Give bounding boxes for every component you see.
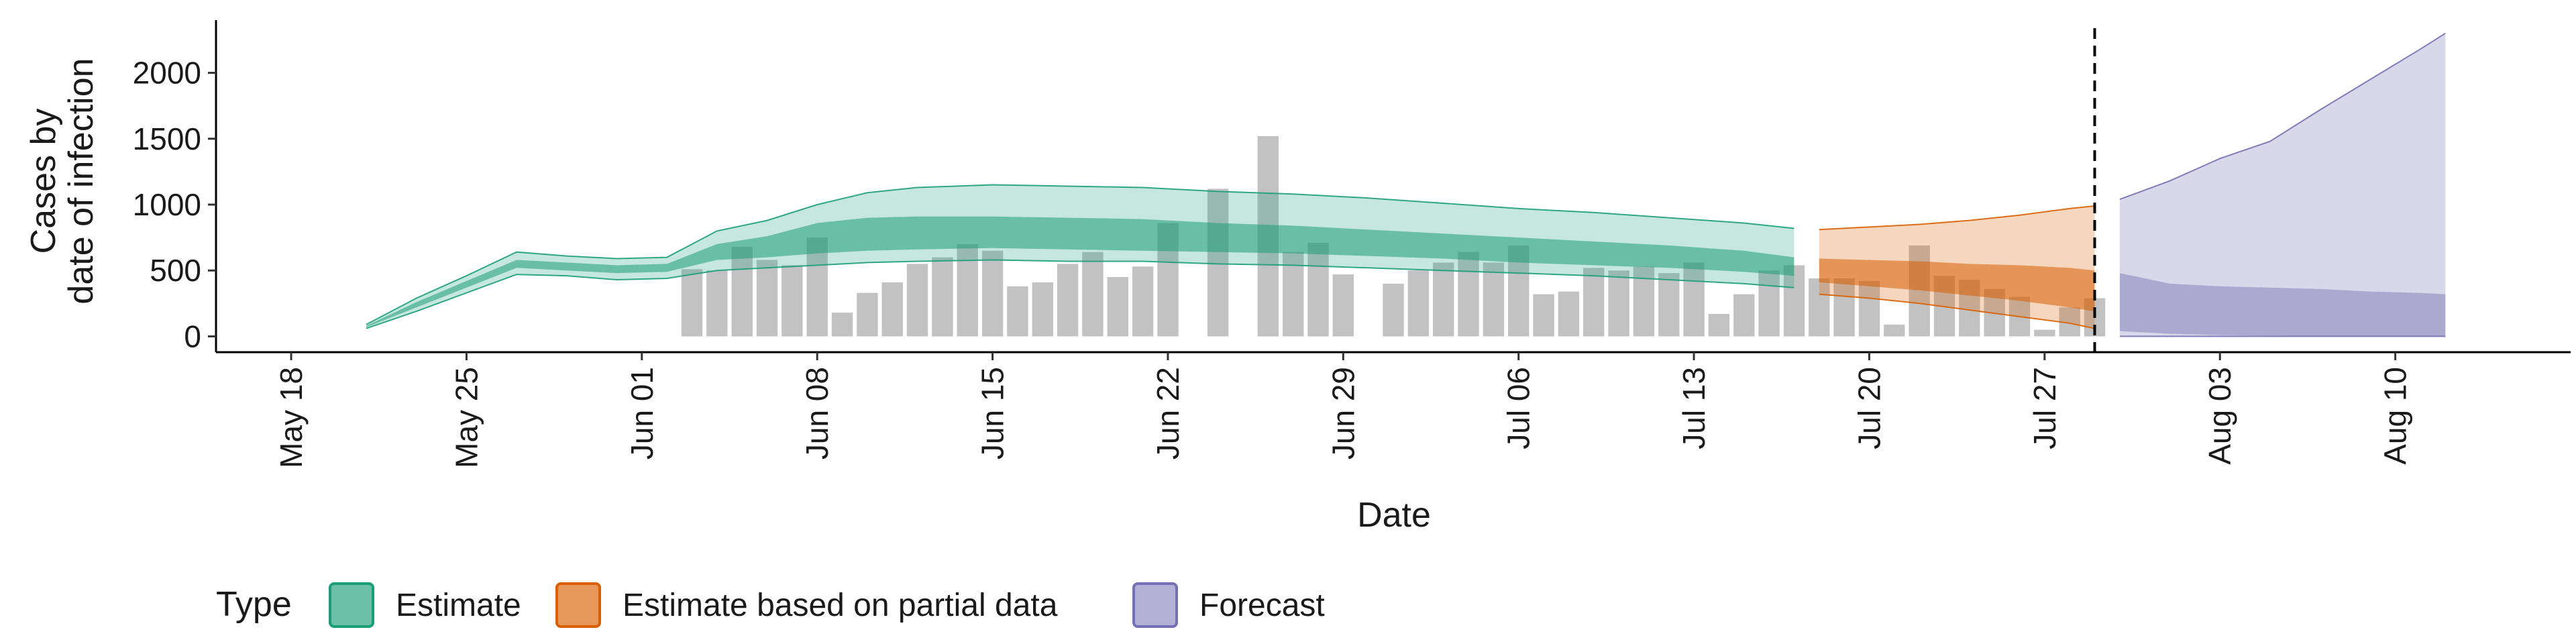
bar [1107,277,1128,337]
ribbon-upper-edge-estimate [366,184,1794,325]
bar [1082,252,1104,337]
bar [1533,294,1554,337]
bars-layer [681,136,2106,337]
y-tick-label: 1000 [133,187,201,222]
bar [782,265,803,337]
x-tick-label: Jun 22 [1150,367,1185,460]
x-tick-label: Jun 01 [625,367,659,460]
bar [1809,278,1830,337]
legend-title: Type [216,585,292,624]
legend-key-estimate [329,582,374,628]
bar [681,269,703,337]
y-axis-title-line-2: date of infection [62,58,101,304]
bar [1833,278,1855,337]
x-tick-label: Jun 15 [975,367,1010,460]
bar [1007,286,1028,337]
bar [1708,314,1730,337]
x-tick-label: Jul 20 [1851,367,1886,449]
legend-label-partial: Estimate based on partial data [623,588,1058,623]
x-tick-label: Aug 10 [2378,367,2413,465]
x-tick-label: Jul 06 [1501,367,1536,449]
bar [1658,273,1680,337]
x-tick-label: May 25 [449,367,484,468]
bar [932,257,953,337]
ribbon-50-partial [1819,258,2095,312]
bar [981,250,1004,337]
bar [1332,274,1354,337]
bar [706,270,728,337]
bar [1207,189,1229,337]
y-tick-label: 1500 [133,121,201,156]
y-tick-label: 2000 [133,56,201,91]
ribbon-50-forecast [2119,273,2446,337]
x-tick-label: Jul 27 [2027,367,2062,449]
bar [957,244,978,337]
bar [1032,282,1053,337]
bar [1858,280,1880,337]
ribbon-upper-edge-partial [1819,205,2095,231]
bar [2034,329,2055,337]
ribbon-90-estimate [366,184,1794,329]
bar [881,282,903,337]
legend-key-forecast [1132,582,1178,628]
bar [1758,270,1780,337]
bar [756,260,778,337]
bar [857,292,878,337]
y-tick-label: 0 [184,319,201,354]
x-tick-label: Jun 29 [1326,367,1360,460]
ribbon-upper-edge-forecast [2119,32,2446,201]
bar [1733,294,1755,337]
bar [1383,283,1404,337]
bar [1132,266,1154,337]
bar [1558,291,1580,337]
axes-layer [215,20,2571,354]
bar [731,246,753,337]
bar [1608,270,1629,337]
x-axis-title: Date [1357,496,1431,535]
y-ticks: 0 500 1000 1500 2000 [133,56,216,354]
legend: Type Estimate Estimate based on partial … [216,582,1325,628]
x-tick-label: Jun 08 [800,367,835,460]
y-axis-title-line-1: Cases by [24,109,63,254]
x-tick-label: May 18 [274,367,309,468]
ribbon-50-estimate [366,216,1794,327]
legend-label-forecast: Forecast [1199,588,1325,623]
x-tick-label: Jul 13 [1676,367,1711,449]
bar [906,264,928,337]
bar [1307,243,1329,337]
bar [1583,268,1605,337]
x-tick-label: Aug 03 [2202,367,2237,465]
legend-key-partial [555,582,601,628]
ribbon-90-forecast [2119,33,2446,337]
bar [1407,270,1430,337]
y-tick-label: 500 [150,253,201,288]
bar [1483,262,1505,337]
ribbon-lower-edge-estimate [366,259,1794,329]
bar [1884,324,1905,337]
bar [1458,252,1479,337]
ribbon-lower-edge-partial [1819,293,2095,329]
bar [806,237,828,337]
bar [1057,264,1079,337]
bar [831,313,853,337]
bar [1783,265,1805,337]
legend-label-estimate: Estimate [396,588,521,623]
bar [1683,262,1705,337]
ribbons-layer [366,32,2446,337]
x-ticks: May 18 May 25 Jun 01 Jun 08 Jun 15 Jun 22 Jun … [274,352,2413,468]
bar [1433,262,1454,337]
